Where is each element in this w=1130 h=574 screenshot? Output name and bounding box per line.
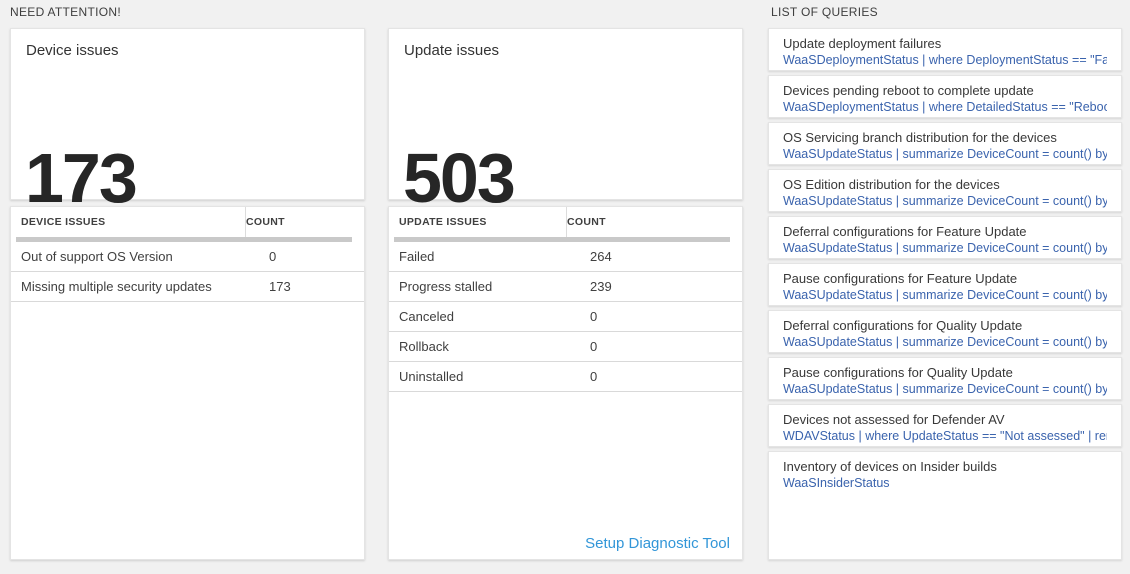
update-issues-table-header: UPDATE ISSUES COUNT [389, 207, 742, 237]
issue-count: 0 [590, 309, 598, 324]
query-link[interactable]: WaaSDeploymentStatus | where DeploymentS… [783, 53, 1107, 67]
issue-count: 239 [590, 279, 612, 294]
query-link[interactable]: WaaSUpdateStatus | summarize DeviceCount… [783, 194, 1107, 208]
column-header-count: COUNT [245, 207, 364, 237]
query-list-item[interactable]: Devices pending reboot to complete updat… [768, 75, 1122, 118]
table-row[interactable]: Canceled 0 [389, 302, 742, 332]
query-title: Deferral configurations for Quality Upda… [783, 318, 1023, 333]
table-row[interactable]: Progress stalled 239 [389, 272, 742, 302]
query-title: Devices not assessed for Defender AV [783, 412, 1005, 427]
query-link[interactable]: WaaSUpdateStatus | summarize DeviceCount… [783, 147, 1107, 161]
query-link[interactable]: WaaSUpdateStatus | summarize DeviceCount… [783, 241, 1107, 255]
header-divider-bar [16, 237, 352, 242]
query-link[interactable]: WaaSDeploymentStatus | where DetailedSta… [783, 100, 1107, 114]
query-list-item[interactable]: Update deployment failures WaaSDeploymen… [768, 28, 1122, 71]
issue-count: 264 [590, 249, 612, 264]
column-header-count: COUNT [566, 207, 742, 237]
issue-count: 0 [590, 339, 598, 354]
query-list-item[interactable]: Pause configurations for Feature Update … [768, 263, 1122, 306]
update-issues-table: UPDATE ISSUES COUNT Failed 264 Progress … [388, 206, 743, 560]
query-link[interactable]: WDAVStatus | where UpdateStatus == "Not … [783, 429, 1107, 443]
device-issues-table-header: DEVICE ISSUES COUNT [11, 207, 364, 237]
query-list-item[interactable]: Pause configurations for Quality Update … [768, 357, 1122, 400]
header-divider-bar [394, 237, 730, 242]
issue-count: 0 [590, 369, 598, 384]
query-list-item[interactable]: OS Servicing branch distribution for the… [768, 122, 1122, 165]
column-header-update-issues: UPDATE ISSUES [399, 216, 487, 228]
setup-diagnostic-tool-link[interactable]: Setup Diagnostic Tool [585, 535, 730, 552]
issue-name: Failed [399, 249, 435, 264]
query-list-item[interactable]: Inventory of devices on Insider builds W… [768, 451, 1122, 560]
query-title: Inventory of devices on Insider builds [783, 459, 997, 474]
list-of-queries-section-title: LIST OF QUERIES [771, 5, 878, 19]
column-header-device-issues: DEVICE ISSUES [21, 216, 106, 228]
table-row[interactable]: Uninstalled 0 [389, 362, 742, 392]
query-link[interactable]: WaaSUpdateStatus | summarize DeviceCount… [783, 335, 1107, 349]
issue-name: Canceled [399, 309, 454, 324]
query-link[interactable]: WaaSInsiderStatus [783, 476, 890, 490]
query-title: Pause configurations for Quality Update [783, 365, 1013, 380]
query-title: Devices pending reboot to complete updat… [783, 83, 1034, 98]
issue-count: 0 [269, 249, 277, 264]
query-title: OS Edition distribution for the devices [783, 177, 1000, 192]
issue-name: Missing multiple security updates [21, 279, 212, 294]
device-issues-big-number: 173 [25, 139, 138, 217]
device-issues-tile-title: Device issues [26, 42, 119, 59]
device-issues-tile[interactable]: Device issues 173 [10, 28, 365, 213]
update-issues-tile[interactable]: Update issues 503 [388, 28, 743, 213]
issue-name: Uninstalled [399, 369, 464, 384]
query-link[interactable]: WaaSUpdateStatus | summarize DeviceCount… [783, 288, 1107, 302]
query-title: Update deployment failures [783, 36, 942, 51]
query-list: Update deployment failures WaaSDeploymen… [768, 28, 1122, 560]
update-issues-big-number: 503 [403, 139, 516, 217]
issue-name: Out of support OS Version [21, 249, 173, 264]
table-row[interactable]: Out of support OS Version 0 [11, 242, 364, 272]
query-list-item[interactable]: Devices not assessed for Defender AV WDA… [768, 404, 1122, 447]
issue-count: 173 [269, 279, 291, 294]
query-list-item[interactable]: Deferral configurations for Quality Upda… [768, 310, 1122, 353]
table-row[interactable]: Rollback 0 [389, 332, 742, 362]
need-attention-section-title: NEED ATTENTION! [10, 5, 121, 19]
query-title: Deferral configurations for Feature Upda… [783, 224, 1027, 239]
query-title: OS Servicing branch distribution for the… [783, 130, 1057, 145]
table-row[interactable]: Failed 264 [389, 242, 742, 272]
query-list-item[interactable]: OS Edition distribution for the devices … [768, 169, 1122, 212]
query-list-item[interactable]: Deferral configurations for Feature Upda… [768, 216, 1122, 259]
device-issues-table: DEVICE ISSUES COUNT Out of support OS Ve… [10, 206, 365, 560]
query-link[interactable]: WaaSUpdateStatus | summarize DeviceCount… [783, 382, 1107, 396]
issue-name: Progress stalled [399, 279, 493, 294]
update-issues-tile-title: Update issues [404, 42, 500, 59]
table-row[interactable]: Missing multiple security updates 173 [11, 272, 364, 302]
issue-name: Rollback [399, 339, 449, 354]
query-title: Pause configurations for Feature Update [783, 271, 1018, 286]
